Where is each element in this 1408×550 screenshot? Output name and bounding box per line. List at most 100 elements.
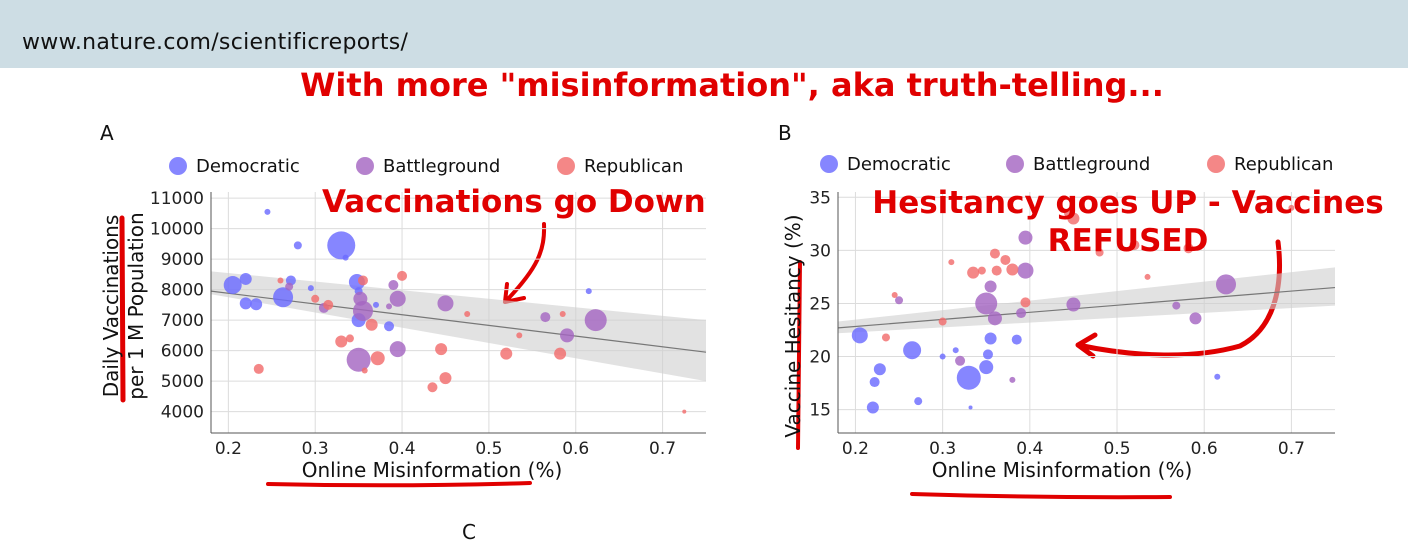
x-tick-label-b: 0.4 <box>1016 439 1043 459</box>
point-republican-b <box>891 291 898 298</box>
point-democratic-a <box>342 254 349 261</box>
x-axis-label-a: Online Misinformation (%) <box>302 458 563 482</box>
point-republican-b <box>1288 204 1295 211</box>
point-battleground-a <box>346 347 371 372</box>
legend-label-democratic-b: Democratic <box>847 154 951 175</box>
point-battleground-a <box>560 328 575 343</box>
point-democratic-a <box>293 241 302 250</box>
point-democratic-a <box>585 288 592 295</box>
point-battleground-b <box>1216 274 1237 295</box>
point-democratic-a <box>223 276 242 295</box>
y-tick-label-b: 25 <box>809 294 831 314</box>
point-republican-a <box>500 347 513 360</box>
point-republican-a <box>357 275 368 286</box>
headline-annotation: With more "misinformation", aka truth-te… <box>300 66 1164 104</box>
y-tick-label-b: 15 <box>809 401 831 421</box>
point-republican-b <box>989 248 1000 259</box>
point-democratic-a <box>273 287 294 308</box>
point-republican-a <box>345 334 354 343</box>
legend-marker-republican-a <box>557 157 575 175</box>
point-republican-b <box>1183 243 1194 254</box>
trend-line-b <box>837 286 1336 329</box>
y-tick-label-b: 35 <box>809 188 831 208</box>
point-republican-a <box>397 270 408 281</box>
point-republican-a <box>435 343 448 356</box>
trend-line-a <box>210 290 707 353</box>
point-battleground-a <box>389 341 406 358</box>
point-battleground-a <box>540 312 551 323</box>
point-democratic-a <box>307 285 314 292</box>
point-battleground-a <box>437 295 454 312</box>
point-democratic-b <box>869 377 880 388</box>
point-republican-b <box>1000 254 1011 265</box>
annotation-text-b: REFUSED <box>1048 223 1209 259</box>
point-republican-b <box>1006 263 1019 276</box>
point-battleground-b <box>1189 312 1202 325</box>
point-republican-b <box>881 333 890 342</box>
point-battleground-b <box>1172 301 1181 310</box>
arrow-mark-a <box>503 222 547 304</box>
point-democratic-b <box>866 401 879 414</box>
x-tick-label-a: 0.3 <box>302 439 329 459</box>
panel-letter-b: B <box>778 121 792 145</box>
point-battleground-a <box>389 290 406 307</box>
point-democratic-b <box>939 353 946 360</box>
point-democratic-b <box>903 341 922 360</box>
y-tick-label-a: 10000 <box>150 220 204 240</box>
point-republican-a <box>365 318 378 331</box>
legend-label-battleground-b: Battleground <box>1033 154 1150 175</box>
point-republican-a <box>323 299 334 310</box>
point-battleground-a <box>584 309 607 332</box>
point-republican-a <box>554 347 567 360</box>
point-republican-b <box>991 265 1002 276</box>
y-axis-label-b: Vaccine Hesitancy (%) <box>781 214 805 437</box>
point-republican-b <box>1129 240 1140 251</box>
point-battleground-b <box>895 296 904 305</box>
point-battleground-b <box>1017 262 1034 279</box>
point-democratic-b <box>979 360 994 375</box>
y-axis-label-a: per 1 M Population <box>124 212 148 399</box>
x-tick-label-b: 0.6 <box>1191 439 1218 459</box>
confidence-band-a <box>211 271 706 382</box>
point-battleground-b <box>987 311 1002 326</box>
point-democratic-b <box>1011 334 1022 345</box>
point-republican-b <box>967 266 980 279</box>
point-democratic-b <box>956 365 981 390</box>
url-text[interactable]: www.nature.com/scientificreports/ <box>22 30 409 55</box>
x-tick-label-a: 0.6 <box>562 439 589 459</box>
y-axis-label-a: Daily Vaccinations <box>99 215 123 398</box>
point-republican-a <box>370 351 385 366</box>
y-tick-label-a: 4000 <box>161 403 204 423</box>
panel-letter-a: A <box>100 121 114 145</box>
legend-marker-democratic-b <box>820 155 838 173</box>
point-democratic-b <box>873 363 886 376</box>
x-tick-label-b: 0.2 <box>842 439 869 459</box>
point-republican-a <box>439 372 452 385</box>
point-democratic-b <box>968 405 973 410</box>
panel-c-letter: C <box>462 520 476 544</box>
y-tick-label-a: 5000 <box>161 372 204 392</box>
legend-marker-battleground-a <box>356 157 374 175</box>
point-battleground-b <box>975 292 998 315</box>
x-tick-label-b: 0.3 <box>929 439 956 459</box>
point-democratic-a <box>239 272 252 285</box>
x-tick-label-a: 0.7 <box>649 439 676 459</box>
y-tick-label-a: 11000 <box>150 189 204 209</box>
point-republican-b <box>1144 273 1151 280</box>
point-battleground-a <box>352 300 373 321</box>
point-democratic-b <box>982 349 993 360</box>
point-democratic-a <box>384 321 395 332</box>
point-battleground-b <box>955 355 966 366</box>
point-republican-a <box>277 277 284 284</box>
x-tick-label-b: 0.5 <box>1103 439 1130 459</box>
point-republican-b <box>977 266 986 275</box>
point-republican-a <box>559 311 566 318</box>
y-tick-label-a: 7000 <box>161 311 204 331</box>
legend-label-republican-a: Republican <box>584 156 683 177</box>
x-tick-label-b: 0.7 <box>1278 439 1305 459</box>
point-democratic-a <box>239 297 252 310</box>
confidence-band-b <box>838 267 1335 334</box>
legend-label-republican-b: Republican <box>1234 154 1333 175</box>
point-battleground-b <box>1009 376 1016 383</box>
y-tick-label-a: 8000 <box>161 281 204 301</box>
